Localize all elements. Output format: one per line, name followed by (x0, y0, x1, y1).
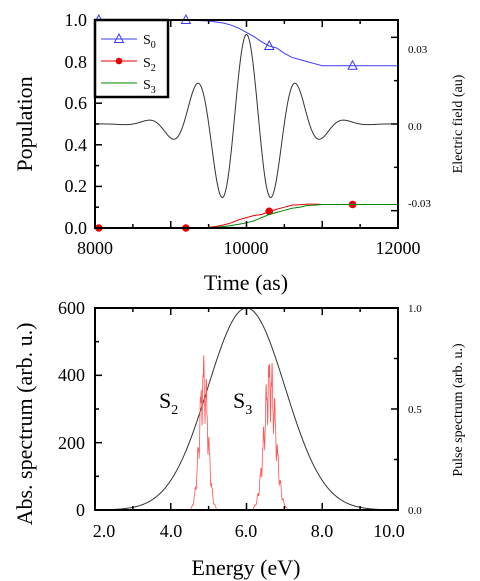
top-ytick-label: 0.6 (65, 93, 88, 113)
top-legend: S0 S2 S3 (93, 18, 170, 99)
legend-box (93, 18, 170, 99)
top-y-axis-title: Population (12, 76, 37, 171)
bottom-x-axis-title: Energy (eV) (192, 555, 301, 580)
annotation-s3-sub: 3 (245, 403, 252, 418)
top-ytick-label: 0.2 (65, 176, 88, 196)
bottom-xtick-label: 10.0 (373, 521, 405, 541)
top-y2-axis-title: Electric field (au) (451, 74, 466, 173)
bottom-y2tick-label: 1.0 (408, 303, 422, 315)
legend-label-s0-sub: 0 (151, 40, 156, 51)
bottom-y2tick-label: 0.0 (408, 505, 422, 517)
legend-samples (101, 32, 137, 84)
legend-marker-s0 (113, 32, 125, 43)
series-line-abs-spectrum (95, 355, 398, 511)
annotation-s3: S3 (233, 388, 252, 418)
top-ytick-label: 0.0 (65, 218, 88, 238)
legend-label-s2-letter: S (143, 56, 151, 71)
annotation-s2-letter: S (159, 388, 171, 413)
top-xtick-label: 10000 (224, 238, 269, 258)
top-y2tick-label: -0.03 (408, 198, 431, 210)
series-marker-s0 (347, 59, 358, 70)
annotation-s2: S2 (159, 388, 178, 418)
legend-label-s2-sub: 2 (151, 63, 156, 74)
bottom-xtick-label: 8.0 (311, 521, 334, 541)
bottom-xtick-label: 6.0 (235, 521, 258, 541)
legend-label-s3: S3 (143, 78, 156, 96)
top-ytick-label: 1.0 (65, 10, 88, 30)
top-x-axis-title: Time (as) (204, 270, 288, 295)
bottom-y2tick-label: 0.5 (408, 404, 422, 416)
bottom-y-axis-title: Abs. spectrum (arb. u.) (12, 323, 37, 526)
top-xtick-label: 8000 (77, 238, 113, 258)
bottom-ytick-label: 0 (76, 500, 85, 520)
top-ytick-label: 0.8 (65, 52, 88, 72)
top-xtick-label: 12000 (376, 238, 421, 258)
legend-label-s2: S2 (143, 56, 156, 74)
top-panel: 0.0 0.2 0.4 0.6 0.8 1.0 -0.03 0.0 0.03 8… (12, 10, 466, 295)
bottom-ytick-label: 400 (58, 365, 85, 385)
top-y2tick-label: 0.0 (408, 121, 422, 133)
annotation-s2-sub: 2 (171, 403, 178, 418)
bottom-panel: 0 200 400 600 0.0 0.5 1.0 2.0 4.0 6.0 8.… (12, 298, 466, 580)
legend-label-s3-sub: 3 (151, 85, 156, 96)
bottom-xtick-label: 4.0 (160, 521, 183, 541)
series-marker-s0 (263, 39, 275, 50)
bottom-ytick-label: 200 (58, 433, 85, 453)
bottom-xtick-label: 2.0 (93, 521, 116, 541)
annotation-s3-letter: S (233, 388, 245, 413)
legend-label-s3-letter: S (143, 78, 151, 93)
legend-label-s0-letter: S (143, 33, 151, 48)
bottom-y2-axis-title: Pulse spectrum (arb. u.) (451, 343, 466, 477)
bottom-ytick-label: 600 (58, 298, 85, 318)
top-ytick-label: 0.4 (65, 135, 88, 155)
legend-label-s0: S0 (143, 33, 156, 51)
series-line-electric-field (94, 33, 399, 199)
top-y2tick-label: 0.03 (408, 44, 428, 56)
bottom-tick-marks (94, 307, 399, 511)
legend-marker-s2 (115, 57, 123, 65)
